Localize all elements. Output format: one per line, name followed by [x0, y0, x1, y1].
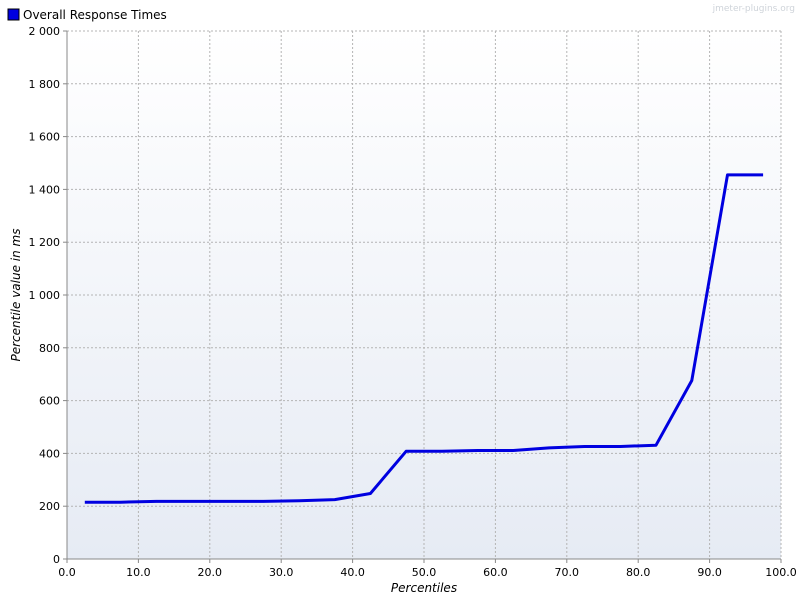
y-tick-label: 800	[39, 342, 60, 355]
x-axis-title: Percentiles	[391, 581, 457, 595]
y-tick-label: 1 600	[29, 131, 61, 144]
legend-label: Overall Response Times	[23, 8, 167, 22]
x-tick-label: 90.0	[697, 566, 722, 579]
y-tick-label: 1 400	[29, 183, 61, 196]
x-tick-label: 60.0	[483, 566, 508, 579]
x-tick-label: 70.0	[555, 566, 580, 579]
y-tick-label: 0	[53, 553, 60, 566]
y-tick-label: 200	[39, 500, 60, 513]
x-tick-label: 0.0	[58, 566, 76, 579]
series-layer	[84, 173, 764, 504]
y-tick-label: 1 800	[29, 78, 61, 91]
x-tick-label: 20.0	[198, 566, 223, 579]
y-tick-label: 1 200	[29, 236, 61, 249]
x-tick-label: 50.0	[412, 566, 437, 579]
series-line	[84, 173, 764, 504]
x-tick-label: 30.0	[269, 566, 294, 579]
y-tick-label: 1 000	[29, 289, 61, 302]
y-tick-label: 600	[39, 395, 60, 408]
watermark-text: jmeter-plugins.org	[712, 4, 795, 14]
x-tick-label: 100.0	[765, 566, 797, 579]
legend-swatch	[7, 8, 20, 21]
x-tick-label: 10.0	[126, 566, 151, 579]
y-tick-label: 400	[39, 447, 60, 460]
axis-layer: 0.0 10.0 20.0 30.0 40.0 50.0 60.0 70.0 80.0 90.0 1…	[29, 25, 797, 579]
x-tick-label: 80.0	[626, 566, 651, 579]
y-tick-label: 2 000	[29, 25, 61, 38]
grid-layer	[67, 30, 782, 559]
y-axis-title: Percentile value in ms	[9, 229, 23, 362]
x-tick-label: 40.0	[340, 566, 365, 579]
